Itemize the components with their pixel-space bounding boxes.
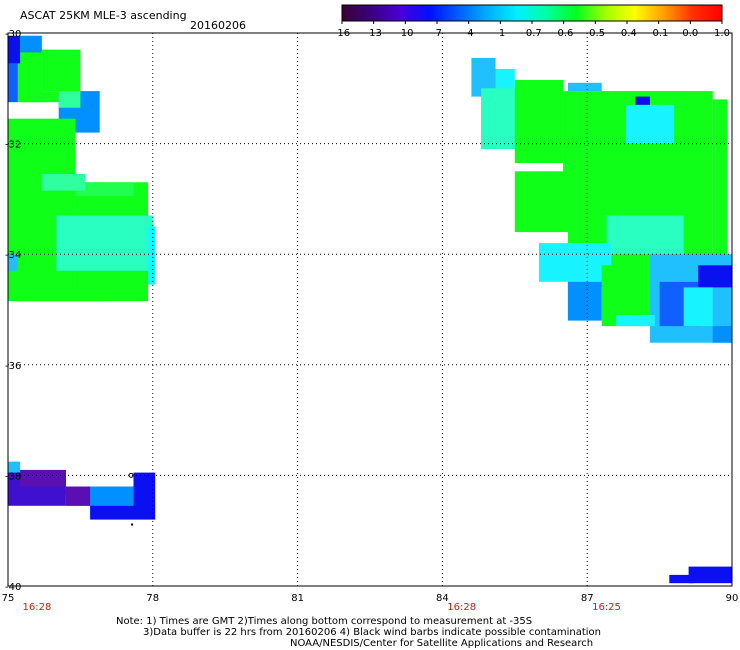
- note-line-2: 3)Data buffer is 22 hrs from 20160206 4)…: [143, 627, 601, 638]
- wind-data-cell: [75, 182, 134, 197]
- pass-time: 16:28: [23, 602, 52, 613]
- map-frame: [7, 32, 733, 587]
- wind-data-cell: [567, 281, 602, 321]
- longitude-label: 90: [726, 593, 739, 604]
- contamination-barb: [128, 472, 134, 478]
- latitude-label: -36: [5, 361, 21, 372]
- wind-data-cell: [41, 49, 81, 92]
- wind-data-cell: [22, 91, 81, 103]
- wind-data-cell: [514, 80, 564, 163]
- wind-data-cell: [538, 243, 612, 282]
- note-line-3: NOAA/NESDIS/Center for Satellite Applica…: [290, 638, 594, 649]
- wind-data-cell: [58, 91, 81, 108]
- note-line-1: Note: 1) Times are GMT 2)Times along bot…: [116, 616, 533, 627]
- wind-data-cell: [65, 486, 95, 506]
- latitude-label: -30: [5, 29, 21, 40]
- wind-data-cell: [567, 82, 602, 92]
- wind-data-cell: [41, 174, 86, 191]
- wind-data-cell: [8, 489, 66, 506]
- wind-data-cell: [17, 287, 105, 302]
- wind-data-cell: [56, 215, 153, 271]
- latitude-label: -34: [5, 250, 21, 261]
- product-title: ASCAT 25KM MLE-3 ascending: [20, 9, 187, 22]
- latitude-label: -32: [5, 140, 21, 151]
- longitude-label: 87: [581, 593, 594, 604]
- wind-data-cell: [8, 254, 18, 271]
- longitude-label: 75: [2, 593, 15, 604]
- wind-data-cell: [616, 315, 655, 327]
- wind-data-cell: [148, 226, 156, 285]
- wind-data-cell: [90, 486, 134, 506]
- wind-data-cell: [635, 96, 650, 105]
- wind-data-cell: [712, 99, 728, 260]
- wind-data-cell: [683, 287, 713, 327]
- wind-data-cell: [688, 566, 732, 584]
- product-date: 20160206: [190, 19, 246, 32]
- wind-data-cell: [625, 104, 675, 144]
- scatterometer-swaths: [8, 35, 732, 584]
- wind-data-cell: [133, 472, 156, 520]
- contamination-barb: [131, 523, 134, 526]
- pass-time: 16:28: [447, 602, 476, 613]
- wind-data-cell: [698, 265, 732, 288]
- wind-data-cell: [20, 35, 42, 53]
- longitude-label: 84: [436, 593, 449, 604]
- latitude-label: -40: [5, 582, 21, 593]
- pass-time-labels: 16:28 16:28 16:25: [23, 602, 621, 613]
- wind-data-cell: [712, 326, 732, 343]
- longitude-label: 81: [291, 593, 304, 604]
- wind-data-cell: [606, 215, 684, 255]
- wind-data-cell: [8, 35, 21, 64]
- wind-barb-marks: [128, 472, 134, 526]
- pass-time: 16:25: [592, 602, 621, 613]
- longitude-label: 78: [146, 593, 159, 604]
- wind-data-cell: [20, 469, 67, 487]
- latitude-label: -38: [5, 471, 21, 482]
- wind-data-cell: [669, 574, 694, 584]
- axis-tick-labels: 75 78 81 84 87 90 -30 -32 -34 -36 -38 -40: [2, 29, 739, 604]
- wind-data-cell: [8, 63, 18, 103]
- wind-data-cell: [90, 505, 134, 520]
